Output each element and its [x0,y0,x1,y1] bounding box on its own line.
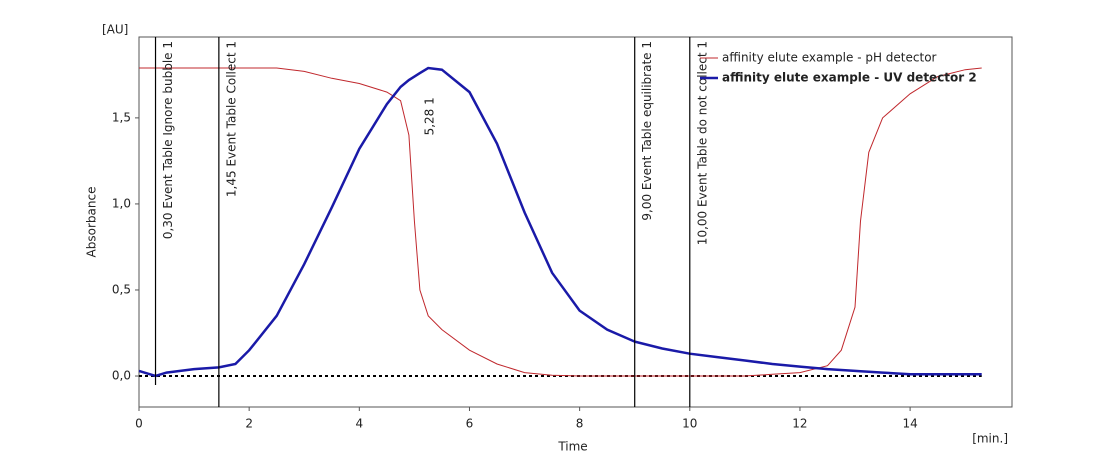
legend-label: affinity elute example - UV detector 2 [722,71,977,85]
event-label: 1,45 Event Table Collect 1 [224,41,238,197]
x-tick-label: 12 [792,417,807,431]
plot-frame [138,36,1013,408]
legend-label: affinity elute example - pH detector [722,51,937,65]
event-label: 10,00 Event Table do not collect 1 [695,41,709,245]
event-label: 9,00 Event Table equilibrate 1 [640,41,654,221]
y-tick-label: 1,0 [112,196,131,210]
x-tick-label: 10 [682,417,697,431]
y-unit: [AU] [102,23,128,37]
series-line [138,66,982,378]
x-tick-label: 2 [245,417,253,431]
x-tick-label: 4 [355,417,363,431]
x-axis-label: Time [557,440,587,454]
x-unit: [min.] [972,432,1008,446]
y-tick-label: 0,0 [112,369,131,383]
y-tick-label: 0,5 [112,282,131,296]
series-line [139,67,982,377]
x-tick-label: 0 [135,417,143,431]
x-tick-label: 14 [902,417,917,431]
event-label: 0,30 Event Table Ignore bubble 1 [161,41,175,239]
y-tick-label: 1,5 [112,110,131,124]
peak-label: 5,28 1 [422,97,436,135]
y-axis-label: Absorbance [85,187,99,258]
x-tick-label: 6 [466,417,474,431]
x-tick-label: 8 [576,417,584,431]
